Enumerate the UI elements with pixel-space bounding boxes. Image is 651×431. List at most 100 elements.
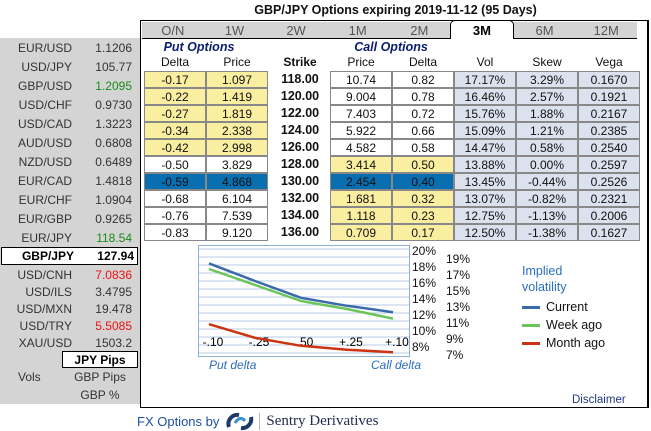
rate-pair: GBP/JPY xyxy=(2,249,74,263)
put-delta-cell: -0.83 xyxy=(144,224,206,241)
put-price-cell[interactable]: 3.829 xyxy=(206,156,268,173)
vol-cell: 14.47% xyxy=(454,139,516,156)
call-price-cell[interactable]: 10.74 xyxy=(330,71,392,88)
rate-value: 5.5085 xyxy=(72,319,132,333)
call-price-cell[interactable]: 0.709 xyxy=(330,224,392,241)
call-delta-cell: 0.17 xyxy=(392,224,454,241)
rate-pair: EUR/USD xyxy=(0,41,72,55)
strike-header: Strike xyxy=(271,55,329,69)
put-price-cell[interactable]: 4.868 xyxy=(206,173,268,190)
tab-1w[interactable]: 1W xyxy=(204,22,266,38)
strike-cell: 124.00 xyxy=(271,123,329,137)
vega-cell: 0.1921 xyxy=(578,88,640,105)
vega-cell: 0.2597 xyxy=(578,156,640,173)
put-price-cell[interactable]: 9.120 xyxy=(206,224,268,241)
put-options-heading: Put Options xyxy=(149,40,249,54)
call-price-cell[interactable]: 1.681 xyxy=(330,190,392,207)
tab-2m[interactable]: 2M xyxy=(389,22,451,38)
y-tick-label: 18% xyxy=(412,261,436,274)
call-price-cell[interactable]: 2.454 xyxy=(330,173,392,190)
put-price-header: Price xyxy=(206,55,268,69)
series-line-week-ago xyxy=(209,269,393,319)
rate-value: 1503.2 xyxy=(72,336,132,350)
page-title: GBP/JPY Options expiring 2019-11-12 (95 … xyxy=(140,3,651,17)
rate-pair: EUR/JPY xyxy=(0,231,72,245)
put-price-cell[interactable]: 6.104 xyxy=(206,190,268,207)
call-price-cell[interactable]: 4.582 xyxy=(330,139,392,156)
vol-header: Vol xyxy=(454,55,516,69)
call-price-cell[interactable]: 3.414 xyxy=(330,156,392,173)
put-price-cell[interactable]: 1.819 xyxy=(206,105,268,122)
tab-1m[interactable]: 1M xyxy=(327,22,389,38)
call-price-cell[interactable]: 1.118 xyxy=(330,207,392,224)
rate-pair: EUR/CAD xyxy=(0,174,72,188)
tab-12m[interactable]: 12M xyxy=(575,22,637,38)
call-delta-cell: 0.32 xyxy=(392,190,454,207)
skew-cell: 0.00% xyxy=(516,156,578,173)
unit-option-1[interactable]: GBP Pips xyxy=(62,369,138,386)
rate-pair: USD/MXN xyxy=(0,302,72,316)
tab-6m[interactable]: 6M xyxy=(514,22,576,38)
y-tick-label: 10% xyxy=(412,325,436,338)
tab-3m[interactable]: 3M xyxy=(450,20,514,39)
legend-label: Week ago xyxy=(546,318,602,332)
call-options-heading: Call Options xyxy=(331,40,451,54)
unit-option-0[interactable]: JPY Pips xyxy=(62,351,138,368)
y-tick-label: 16% xyxy=(412,277,436,290)
put-price-cell[interactable]: 2.338 xyxy=(206,122,268,139)
rate-value: 0.9730 xyxy=(72,98,132,112)
tab-on[interactable]: O/N xyxy=(142,22,204,38)
put-price-cell[interactable]: 1.097 xyxy=(206,71,268,88)
rate-pair: GBP/USD xyxy=(0,79,72,93)
call-price-cell[interactable]: 9.004 xyxy=(330,88,392,105)
y-tick-label: 12% xyxy=(412,309,436,322)
unit-option-2[interactable]: GBP % xyxy=(62,387,138,404)
put-price-cell[interactable]: 7.539 xyxy=(206,207,268,224)
disclaimer-link[interactable]: Disclaimer xyxy=(572,394,626,406)
call-price-cell[interactable]: 5.922 xyxy=(330,122,392,139)
put-delta-cell: -0.76 xyxy=(144,207,206,224)
vega-header: Vega xyxy=(578,55,640,69)
call-delta-header: Delta xyxy=(392,55,454,69)
vol-cell: 13.07% xyxy=(454,190,516,207)
rate-pair: USD/JPY xyxy=(0,60,72,74)
rate-pair: USD/CNH xyxy=(0,268,72,282)
strike-cell: 136.00 xyxy=(271,225,329,239)
strike-cell: 122.00 xyxy=(271,106,329,120)
put-price-cell[interactable]: 1.419 xyxy=(206,88,268,105)
y-tick-label: 11% xyxy=(446,317,469,330)
put-price-cell[interactable]: 2.998 xyxy=(206,139,268,156)
legend-item: Current xyxy=(522,300,588,314)
legend-item: Week ago xyxy=(522,318,602,332)
call-price-cell[interactable]: 7.403 xyxy=(330,105,392,122)
skew-cell: 0.58% xyxy=(516,139,578,156)
rate-value: 105.77 xyxy=(72,60,132,74)
tab-2w[interactable]: 2W xyxy=(265,22,327,38)
legend-swatch xyxy=(522,306,540,309)
vol-cell: 16.46% xyxy=(454,88,516,105)
x-tick-label: -.10 xyxy=(203,335,224,349)
put-delta-cell: -0.27 xyxy=(144,105,206,122)
legend-label: Current xyxy=(546,300,588,314)
call-delta-cell: 0.78 xyxy=(392,88,454,105)
legend-item: Month ago xyxy=(522,336,605,350)
